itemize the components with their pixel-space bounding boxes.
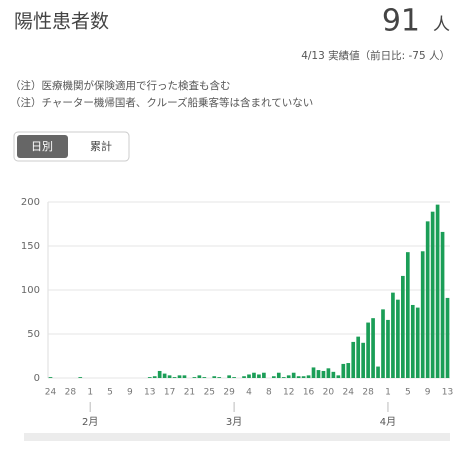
- bar: [182, 375, 187, 378]
- x-tick-label: 4: [246, 388, 252, 398]
- x-tick-label: 24: [45, 388, 57, 398]
- bar: [386, 319, 390, 378]
- bar: [371, 318, 375, 378]
- bar: [346, 363, 351, 378]
- bar: [167, 375, 172, 378]
- y-tick-label: 100: [21, 285, 40, 296]
- bar: [197, 375, 202, 378]
- bar: [410, 304, 415, 378]
- bar: [435, 204, 440, 378]
- headline-note: 4/13 実績値（前日比: -75 人）: [301, 49, 450, 62]
- bar: [376, 366, 380, 378]
- headline-unit: 人: [433, 15, 450, 35]
- x-tick-label: 5: [405, 388, 411, 398]
- x-tick-label: 25: [204, 388, 215, 398]
- bar: [445, 297, 450, 378]
- bar: [296, 376, 301, 378]
- x-tick-label: 13: [442, 388, 453, 398]
- bar: [396, 299, 400, 378]
- bar: [326, 368, 331, 378]
- month-label: 2月: [82, 416, 98, 428]
- bar: [271, 376, 276, 378]
- bar: [361, 342, 365, 378]
- tab-label[interactable]: 累計: [90, 139, 112, 153]
- bar: [227, 375, 231, 378]
- x-tick-label: 13: [144, 388, 155, 398]
- x-tick-label: 5: [107, 388, 113, 398]
- x-tick-label: 24: [343, 388, 355, 398]
- bar: [351, 341, 356, 378]
- bar: [247, 374, 251, 378]
- bar: [192, 377, 197, 378]
- bar: [152, 376, 157, 378]
- bar: [286, 375, 291, 378]
- x-tick-label: 8: [266, 388, 272, 398]
- bar: [440, 231, 445, 378]
- bar: [420, 251, 425, 378]
- x-tick-label: 20: [323, 388, 335, 398]
- bar: [162, 373, 167, 378]
- bar: [301, 376, 306, 378]
- note: （注）医療機関が保険適用で行った検査も含む: [10, 79, 231, 92]
- tab-label[interactable]: 日別: [31, 140, 53, 153]
- bar: [336, 375, 341, 378]
- x-tick-label: 29: [223, 388, 235, 398]
- bar: [321, 370, 326, 378]
- bar: [252, 372, 256, 378]
- scrollbar[interactable]: [24, 433, 450, 441]
- month-label: 3月: [226, 416, 242, 428]
- x-tick-label: 17: [164, 388, 175, 398]
- bar: [391, 292, 395, 378]
- note: （注）チャーター機帰国者、クルーズ船乗客等は含まれていない: [10, 96, 313, 109]
- bar: [257, 374, 261, 378]
- x-tick-label: 12: [283, 388, 294, 398]
- x-tick-label: 9: [425, 388, 431, 398]
- bar: [425, 221, 430, 378]
- y-tick-label: 0: [34, 373, 40, 384]
- x-tick-label: 9: [127, 388, 133, 398]
- x-tick-label: 28: [362, 388, 374, 398]
- bar: [276, 372, 281, 378]
- bar: [381, 309, 385, 378]
- bar: [281, 377, 286, 378]
- bar: [212, 376, 217, 378]
- bar: [232, 377, 236, 378]
- x-tick-label: 1: [87, 388, 93, 398]
- bar: [217, 377, 222, 378]
- bar: [401, 275, 405, 378]
- bar: [177, 375, 182, 378]
- bar: [147, 377, 152, 378]
- bar: [341, 363, 346, 378]
- bar: [172, 377, 177, 378]
- bar: [48, 377, 53, 378]
- headline-value: 91: [382, 4, 420, 39]
- y-tick-label: 50: [27, 329, 40, 340]
- bar: [356, 336, 361, 378]
- bar: [311, 367, 316, 378]
- y-tick-label: 150: [21, 241, 40, 252]
- bar: [262, 372, 266, 378]
- bar: [157, 370, 162, 378]
- bar: [405, 252, 410, 378]
- tab-active[interactable]: [17, 135, 68, 158]
- x-tick-label: 21: [184, 388, 195, 398]
- bar: [242, 376, 246, 378]
- bar: [366, 322, 370, 378]
- bar: [430, 211, 435, 378]
- bar: [415, 307, 420, 378]
- x-tick-label: 28: [65, 388, 77, 398]
- y-tick-label: 200: [21, 197, 40, 208]
- bar: [202, 377, 207, 378]
- month-label: 4月: [380, 416, 396, 428]
- x-tick-label: 16: [303, 388, 315, 398]
- title: 陽性患者数: [14, 11, 109, 33]
- bar: [331, 371, 336, 378]
- bar: [78, 377, 83, 378]
- bar: [291, 372, 296, 378]
- x-tick-label: 1: [385, 388, 391, 398]
- bar: [306, 375, 311, 378]
- bar: [316, 370, 321, 378]
